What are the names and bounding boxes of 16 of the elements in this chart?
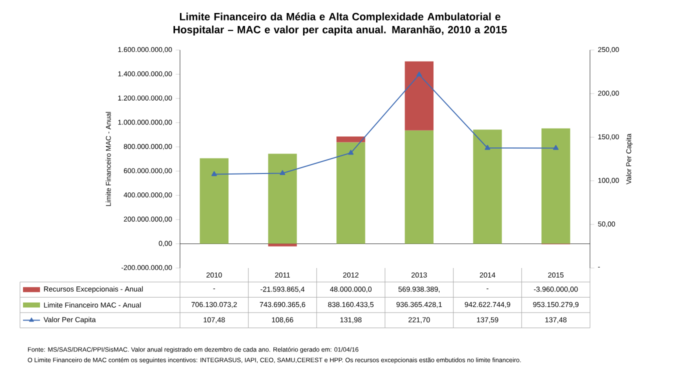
bar xyxy=(268,244,297,246)
bar xyxy=(336,136,366,142)
bar xyxy=(404,130,434,244)
point xyxy=(484,144,490,150)
point xyxy=(553,145,559,150)
point xyxy=(416,72,422,76)
point xyxy=(348,150,354,155)
bar xyxy=(473,130,502,244)
bar xyxy=(200,158,229,244)
bar xyxy=(541,128,570,244)
point xyxy=(280,170,286,176)
point xyxy=(211,171,217,176)
bar xyxy=(404,61,434,130)
bar xyxy=(336,142,366,244)
chart-title: Limite Financeiro da Média e Alta Complexidade Ambulatorial e Hospitalar – MAC e valor per capita anual. Maranhão, 2010 a 2015 xyxy=(174,12,507,36)
bar xyxy=(268,154,297,244)
